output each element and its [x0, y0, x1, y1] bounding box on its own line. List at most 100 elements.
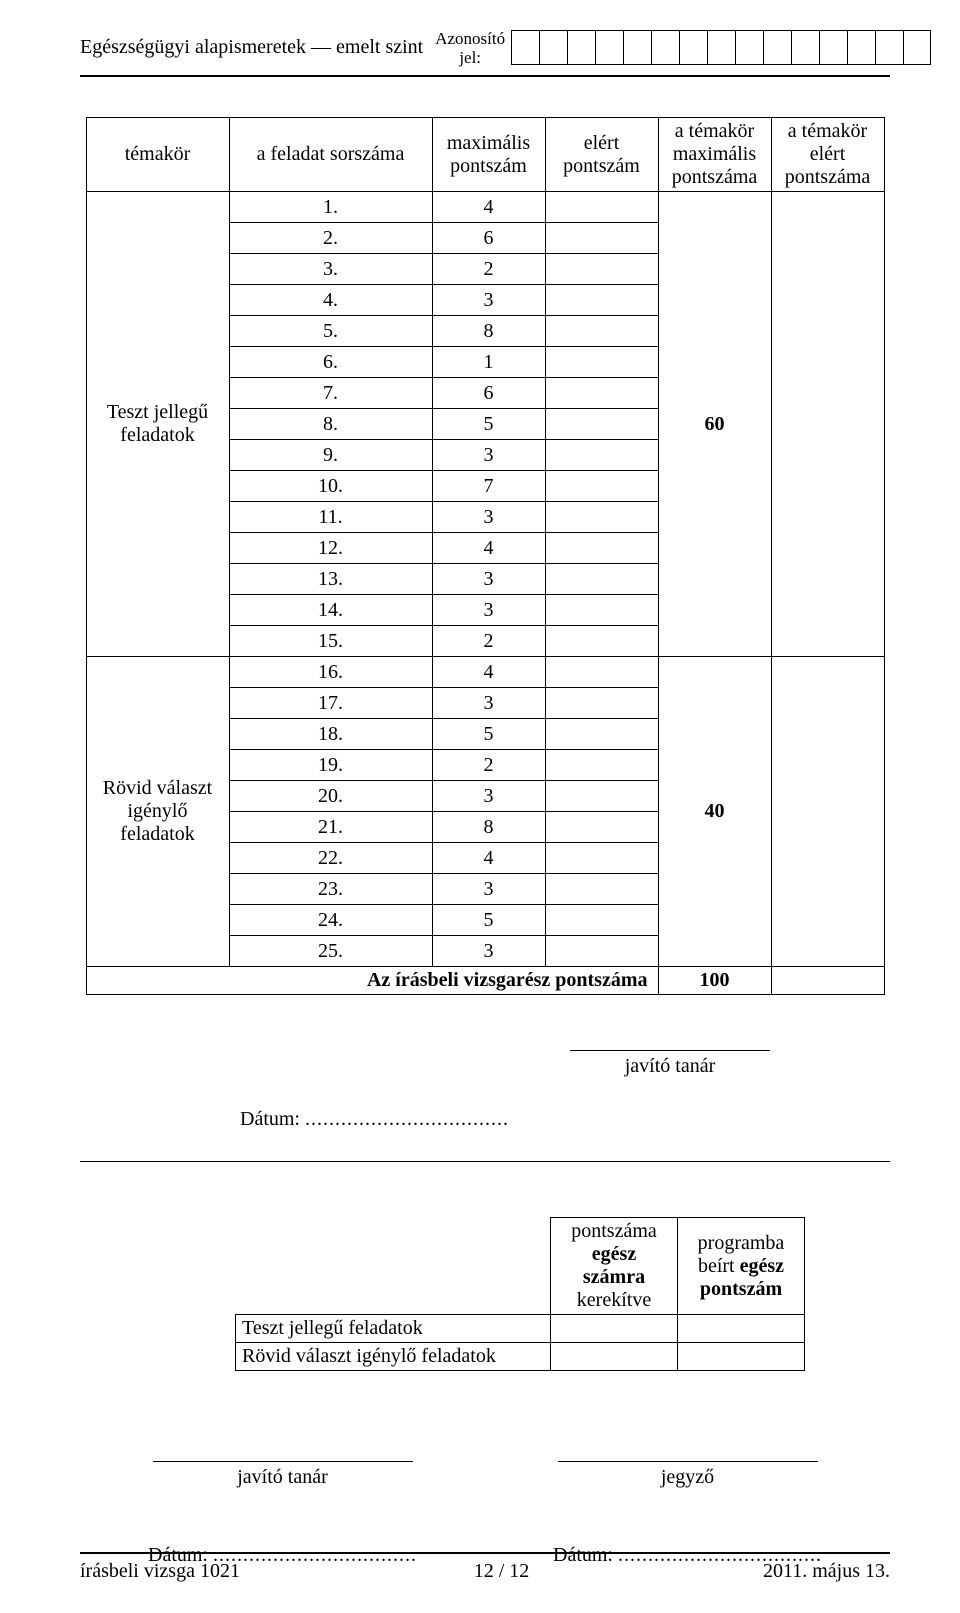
task-achieved[interactable]: [545, 254, 658, 285]
task-max: 8: [432, 812, 545, 843]
mini-row-label: Teszt jellegű feladatok: [236, 1315, 551, 1343]
mini-cell[interactable]: [678, 1315, 805, 1343]
task-achieved[interactable]: [545, 626, 658, 657]
th-sorszam: a feladat sorszáma: [229, 118, 432, 192]
task-max: 3: [432, 936, 545, 967]
th-telert: a témakörelértpontszáma: [771, 118, 884, 192]
task-max: 3: [432, 564, 545, 595]
mini-cell[interactable]: [678, 1343, 805, 1371]
id-box[interactable]: [679, 30, 707, 65]
mini-cell[interactable]: [551, 1343, 678, 1371]
task-achieved[interactable]: [545, 409, 658, 440]
registrar-signature: jegyző: [558, 1461, 818, 1489]
task-max: 2: [432, 750, 545, 781]
mini-col2: programbabeírt egészpontszám: [678, 1218, 805, 1315]
task-number: 14.: [229, 595, 432, 626]
task-achieved[interactable]: [545, 502, 658, 533]
task-achieved[interactable]: [545, 223, 658, 254]
task-number: 6.: [229, 347, 432, 378]
task-max: 2: [432, 254, 545, 285]
task-max: 3: [432, 285, 545, 316]
task-achieved[interactable]: [545, 812, 658, 843]
id-boxes[interactable]: [511, 30, 931, 65]
task-achieved[interactable]: [545, 595, 658, 626]
task-achieved[interactable]: [545, 378, 658, 409]
rounding-table: pontszámaegészszámrakerekítveprogrambabe…: [235, 1217, 805, 1371]
task-number: 9.: [229, 440, 432, 471]
task-number: 12.: [229, 533, 432, 564]
task-achieved[interactable]: [545, 440, 658, 471]
task-achieved[interactable]: [545, 347, 658, 378]
footer-center: 12 / 12: [474, 1560, 530, 1583]
group-achieved[interactable]: [771, 192, 884, 657]
total-max: 100: [658, 967, 771, 995]
task-achieved[interactable]: [545, 843, 658, 874]
task-max: 4: [432, 533, 545, 564]
task-achieved[interactable]: [545, 936, 658, 967]
task-achieved[interactable]: [545, 905, 658, 936]
footer-right: 2011. május 13.: [763, 1560, 890, 1583]
task-number: 18.: [229, 719, 432, 750]
task-achieved[interactable]: [545, 533, 658, 564]
task-achieved[interactable]: [545, 750, 658, 781]
id-box[interactable]: [567, 30, 595, 65]
task-achieved[interactable]: [545, 316, 658, 347]
task-max: 4: [432, 192, 545, 223]
group-label: Teszt jellegűfeladatok: [86, 192, 229, 657]
task-achieved[interactable]: [545, 688, 658, 719]
group-achieved[interactable]: [771, 657, 884, 967]
page-footer: írásbeli vizsga 1021 12 / 12 2011. május…: [80, 1552, 890, 1583]
task-max: 5: [432, 719, 545, 750]
task-achieved[interactable]: [545, 192, 658, 223]
group-max: 60: [658, 192, 771, 657]
task-max: 3: [432, 688, 545, 719]
task-number: 5.: [229, 316, 432, 347]
task-max: 2: [432, 626, 545, 657]
task-achieved[interactable]: [545, 657, 658, 688]
total-achieved[interactable]: [771, 967, 884, 995]
id-box[interactable]: [539, 30, 567, 65]
task-max: 5: [432, 905, 545, 936]
task-max: 6: [432, 378, 545, 409]
date-field-top[interactable]: ..................................: [305, 1108, 509, 1130]
subject-title: Egészségügyi alapismeretek — emelt szint: [80, 30, 423, 59]
task-number: 10.: [229, 471, 432, 502]
task-max: 7: [432, 471, 545, 502]
task-max: 4: [432, 843, 545, 874]
task-number: 3.: [229, 254, 432, 285]
corrector-signature-top: javító tanár: [80, 1050, 770, 1078]
task-max: 3: [432, 440, 545, 471]
task-achieved[interactable]: [545, 874, 658, 905]
header-rule: [80, 75, 890, 77]
id-box[interactable]: [875, 30, 903, 65]
id-box[interactable]: [791, 30, 819, 65]
task-achieved[interactable]: [545, 781, 658, 812]
task-max: 3: [432, 595, 545, 626]
id-box[interactable]: [735, 30, 763, 65]
task-number: 19.: [229, 750, 432, 781]
task-max: 1: [432, 347, 545, 378]
id-box[interactable]: [651, 30, 679, 65]
th-tmax: a témakörmaximálispontszáma: [658, 118, 771, 192]
id-box[interactable]: [707, 30, 735, 65]
task-achieved[interactable]: [545, 471, 658, 502]
id-box[interactable]: [595, 30, 623, 65]
corrector-label: javító tanár: [570, 1050, 770, 1078]
task-number: 22.: [229, 843, 432, 874]
task-max: 8: [432, 316, 545, 347]
mini-cell[interactable]: [551, 1315, 678, 1343]
id-box[interactable]: [623, 30, 651, 65]
mini-col1: pontszámaegészszámrakerekítve: [551, 1218, 678, 1315]
task-number: 13.: [229, 564, 432, 595]
id-box[interactable]: [903, 30, 931, 65]
id-box[interactable]: [847, 30, 875, 65]
id-box[interactable]: [763, 30, 791, 65]
date-line-top: Dátum: .................................…: [240, 1108, 890, 1131]
task-number: 25.: [229, 936, 432, 967]
task-achieved[interactable]: [545, 564, 658, 595]
id-box[interactable]: [819, 30, 847, 65]
task-achieved[interactable]: [545, 285, 658, 316]
id-box[interactable]: [511, 30, 539, 65]
mini-row-label: Rövid választ igénylő feladatok: [236, 1343, 551, 1371]
task-achieved[interactable]: [545, 719, 658, 750]
